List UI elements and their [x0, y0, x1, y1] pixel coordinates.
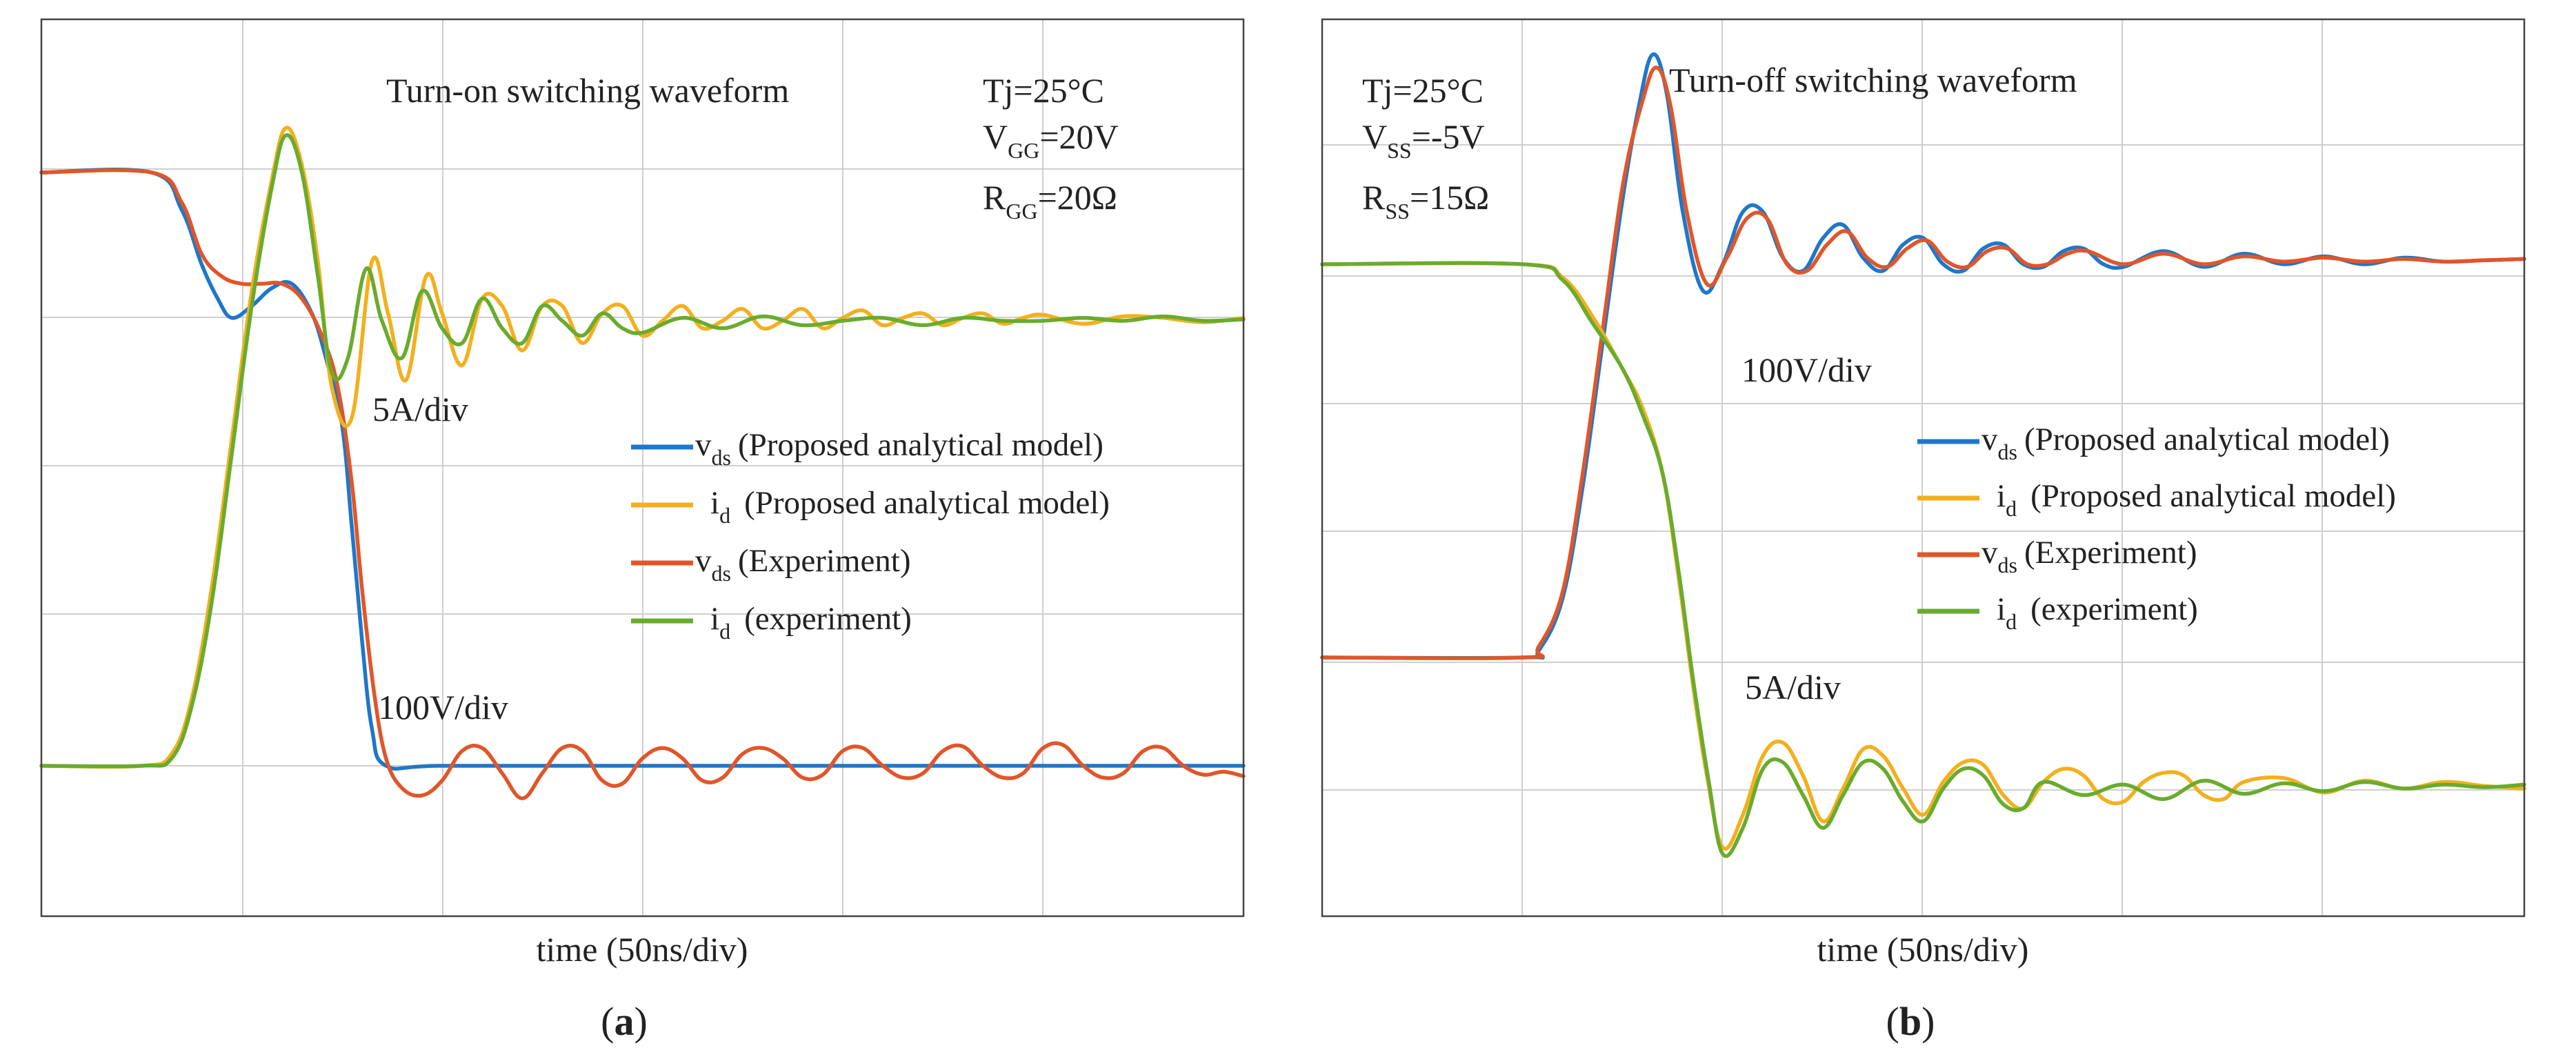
voltage-scale-label-b: 100V/div — [1741, 350, 1872, 389]
plot-frame-b — [1321, 18, 2526, 918]
rss-label-b: RSS=15Ω — [1362, 178, 1489, 224]
waveforms-a — [39, 126, 1246, 801]
series-id-experiment-b — [1320, 261, 2526, 858]
chart-title-b: Turn-off switching waveform — [1669, 61, 2077, 99]
current-scale-label-a: 5A/div — [372, 390, 468, 428]
x-axis-label-b: time (50ns/div) — [1817, 930, 2029, 969]
legend-label-vds-exp-b: vds (Experiment) — [1981, 535, 2197, 577]
series-id-experiment-a — [39, 133, 1246, 769]
legend-label-id-exp-a: id (experiment) — [710, 601, 912, 644]
current-scale-label-b: 5A/div — [1745, 668, 1841, 706]
tj-label-a: Tj=25°C — [983, 71, 1104, 110]
panel-caption-a: (a) — [601, 999, 648, 1044]
series-vds-model-a — [39, 167, 1246, 771]
panel-a: Turn-on switching waveform Tj=25°C VGG=2… — [39, 18, 1246, 1044]
voltage-scale-label-a: 100V/div — [378, 688, 508, 726]
plot-frame-a — [40, 18, 1245, 918]
conditions-b: Tj=25°C VSS=-5V RSS=15Ω — [1362, 71, 1489, 224]
rgg-label-a: RGG=20Ω — [983, 178, 1117, 224]
legend-b: vds (Proposed analytical model) id (Propos… — [1917, 422, 2396, 634]
tj-label-b: Tj=25°C — [1362, 71, 1484, 110]
chart-title-a: Turn-on switching waveform — [386, 71, 789, 110]
legend-label-id-exp-b: id (experiment) — [1997, 591, 2198, 634]
grid-b — [1322, 19, 2524, 916]
legend-label-id-model-a: id (Proposed analytical model) — [710, 485, 1110, 528]
vss-label-b: VSS=-5V — [1362, 117, 1485, 163]
vgg-label-a: VGG=20V — [983, 117, 1119, 163]
series-vds-experiment-b — [1320, 66, 2526, 660]
series-vds-experiment-a — [39, 168, 1246, 801]
panel-b: Turn-off switching waveform Tj=25°C VSS=… — [1320, 18, 2526, 1044]
legend-a: vds (Proposed analytical model) id (Propos… — [631, 427, 1110, 644]
conditions-a: Tj=25°C VGG=20V RGG=20Ω — [983, 71, 1119, 224]
legend-label-id-model-b: id (Proposed analytical model) — [1997, 478, 2396, 521]
waveforms-b — [1320, 52, 2526, 858]
legend-label-vds-exp-a: vds (Experiment) — [695, 543, 911, 586]
legend-label-vds-model-b: vds (Proposed analytical model) — [1981, 422, 2390, 464]
panel-caption-b: (b) — [1886, 999, 1935, 1044]
legend-label-vds-model-a: vds (Proposed analytical model) — [695, 427, 1104, 470]
x-axis-label-a: time (50ns/div) — [537, 930, 748, 969]
